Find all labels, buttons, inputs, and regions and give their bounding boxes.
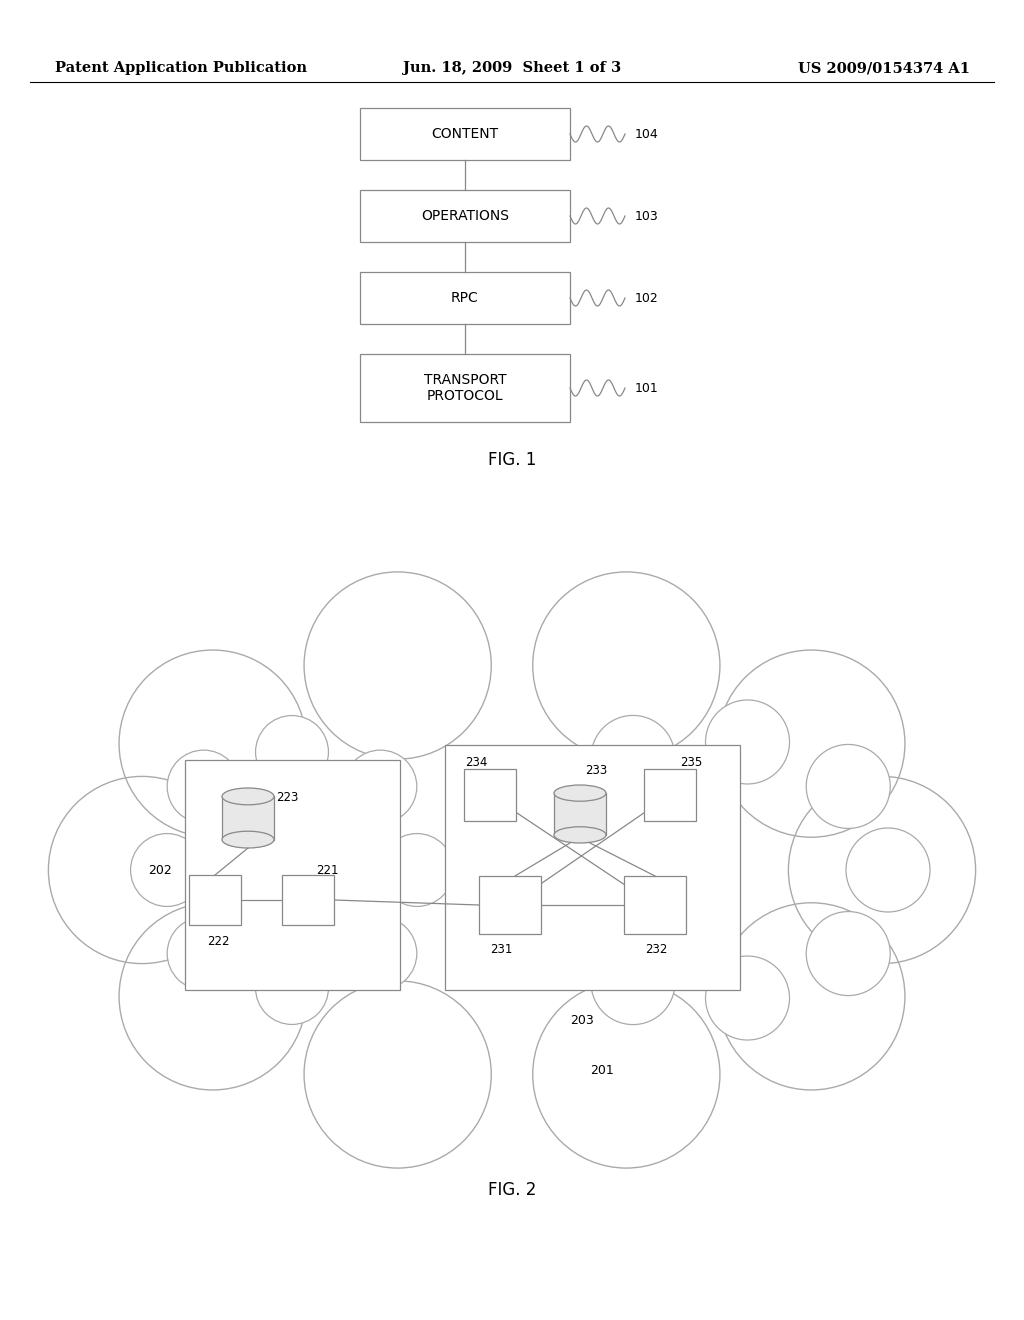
Ellipse shape [554, 826, 606, 843]
Text: RPC: RPC [452, 290, 479, 305]
Ellipse shape [554, 785, 606, 801]
FancyBboxPatch shape [360, 354, 570, 422]
Circle shape [119, 649, 306, 837]
Circle shape [381, 833, 454, 907]
Text: FIG. 2: FIG. 2 [487, 1181, 537, 1199]
FancyBboxPatch shape [360, 190, 570, 242]
FancyBboxPatch shape [360, 108, 570, 160]
Text: 101: 101 [635, 381, 658, 395]
Circle shape [304, 572, 492, 759]
FancyBboxPatch shape [624, 876, 686, 935]
Text: 221: 221 [316, 863, 339, 876]
Text: 201: 201 [590, 1064, 613, 1077]
FancyBboxPatch shape [479, 876, 541, 935]
Circle shape [344, 917, 417, 990]
Circle shape [167, 750, 240, 822]
Circle shape [806, 744, 890, 829]
Text: Patent Application Publication: Patent Application Publication [55, 61, 307, 75]
Ellipse shape [222, 832, 274, 847]
Ellipse shape [222, 788, 274, 805]
Circle shape [119, 903, 306, 1090]
FancyBboxPatch shape [185, 760, 400, 990]
Circle shape [256, 715, 329, 788]
Circle shape [591, 941, 675, 1024]
Circle shape [706, 956, 790, 1040]
Text: 202: 202 [148, 863, 172, 876]
Text: 233: 233 [585, 763, 607, 776]
FancyBboxPatch shape [189, 875, 241, 925]
Circle shape [706, 700, 790, 784]
Text: 223: 223 [276, 791, 298, 804]
Circle shape [718, 903, 905, 1090]
Text: TRANSPORT
PROTOCOL: TRANSPORT PROTOCOL [424, 372, 506, 403]
Circle shape [718, 649, 905, 837]
Circle shape [256, 952, 329, 1024]
Circle shape [130, 833, 204, 907]
Circle shape [516, 873, 600, 957]
Text: 203: 203 [570, 1014, 594, 1027]
Text: 235: 235 [680, 755, 702, 768]
Circle shape [516, 784, 600, 867]
FancyBboxPatch shape [644, 770, 696, 821]
Text: 231: 231 [490, 942, 512, 956]
Circle shape [532, 981, 720, 1168]
FancyBboxPatch shape [222, 796, 274, 840]
FancyBboxPatch shape [464, 770, 516, 821]
Circle shape [48, 776, 236, 964]
Circle shape [846, 828, 930, 912]
FancyBboxPatch shape [360, 272, 570, 323]
Text: 232: 232 [645, 942, 668, 956]
Circle shape [591, 715, 675, 800]
Circle shape [532, 572, 720, 759]
Circle shape [304, 981, 492, 1168]
Text: CONTENT: CONTENT [431, 127, 499, 141]
FancyBboxPatch shape [282, 875, 334, 925]
Circle shape [806, 912, 890, 995]
FancyBboxPatch shape [554, 793, 606, 834]
Text: OPERATIONS: OPERATIONS [421, 209, 509, 223]
Text: 222: 222 [207, 935, 229, 948]
FancyBboxPatch shape [445, 744, 740, 990]
Circle shape [344, 750, 417, 822]
Text: FIG. 1: FIG. 1 [487, 451, 537, 469]
Text: 104: 104 [635, 128, 658, 140]
Text: Jun. 18, 2009  Sheet 1 of 3: Jun. 18, 2009 Sheet 1 of 3 [402, 61, 622, 75]
Text: 103: 103 [635, 210, 658, 223]
Circle shape [167, 917, 240, 990]
Text: 234: 234 [465, 755, 487, 768]
Text: US 2009/0154374 A1: US 2009/0154374 A1 [798, 61, 970, 75]
Circle shape [788, 776, 976, 964]
Text: 102: 102 [635, 292, 658, 305]
